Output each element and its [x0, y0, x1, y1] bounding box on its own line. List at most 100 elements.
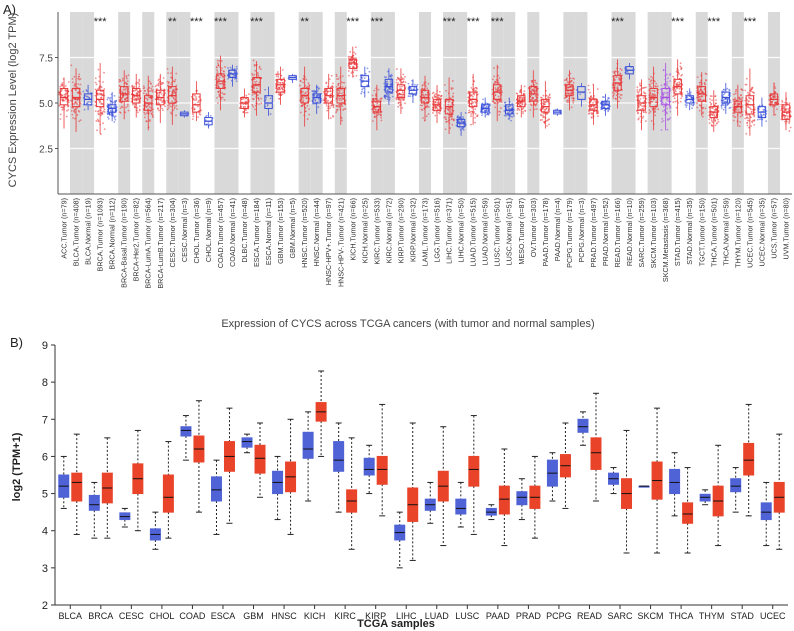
panel-a-box-15	[238, 88, 250, 118]
panel-a-point	[94, 94, 97, 97]
panel-a-point	[665, 82, 668, 85]
panel-a-point	[529, 108, 532, 111]
panel-a-y-tick-label: 2.5	[39, 145, 53, 156]
panel-b-x-tick-label: PAAD	[486, 611, 510, 621]
panel-a-point	[772, 96, 774, 99]
panel-a-point	[337, 83, 340, 85]
panel-a-point	[106, 98, 109, 101]
panel-a-x-tick-label: KICH.Normal (n=25)	[360, 198, 369, 263]
panel-a-point	[530, 91, 533, 94]
panel-b-box	[71, 472, 83, 502]
panel-a-point	[686, 96, 689, 99]
panel-a-point	[774, 91, 777, 94]
panel-a-point	[661, 117, 664, 120]
panel-a-point	[444, 128, 447, 131]
panel-b-box-PRAD-0	[516, 478, 528, 521]
panel-a-point	[493, 67, 495, 69]
panel-a-point	[269, 97, 272, 100]
panel-a-point	[737, 104, 740, 107]
panel-a-point	[58, 105, 61, 107]
panel-a-point	[253, 77, 255, 80]
panel-b-x-tick-label: KIRC	[334, 611, 356, 621]
panel-a-point	[366, 67, 369, 70]
panel-a-point	[711, 99, 713, 102]
panel-a-point	[714, 95, 717, 97]
panel-a-point	[251, 74, 254, 77]
panel-a-point	[642, 91, 645, 93]
panel-a-point	[166, 99, 169, 102]
panel-a-point	[660, 84, 663, 87]
panel-a-point	[636, 86, 639, 89]
panel-a-point	[380, 114, 382, 116]
panel-a-point	[126, 80, 129, 83]
panel-a-point	[784, 107, 787, 110]
panel-a-point	[704, 83, 707, 86]
panel-a-point	[152, 108, 154, 111]
panel-a-point	[702, 99, 705, 101]
panel-a-point	[60, 88, 63, 91]
panel-a-point	[655, 82, 658, 85]
panel-a-point	[746, 122, 749, 124]
panel-a-point	[650, 120, 653, 122]
panel-a-caption: Expression of CYCS across TCGA cancers (…	[221, 318, 594, 330]
panel-a-point	[788, 119, 791, 122]
panel-a-point	[118, 96, 121, 99]
panel-a-point	[679, 65, 682, 68]
panel-a-point	[691, 107, 694, 110]
panel-a-point	[253, 63, 256, 66]
panel-a-point	[138, 83, 141, 86]
panel-a-point	[468, 109, 471, 112]
panel-a-point	[86, 95, 89, 98]
panel-b-box-THYM-1	[712, 444, 724, 547]
panel-b-box-KIRC-0	[333, 422, 345, 513]
panel-a-point	[680, 97, 683, 100]
panel-a-point	[78, 75, 80, 78]
panel-a-point	[72, 106, 75, 109]
panel-a-point	[148, 90, 151, 93]
panel-a-point	[98, 80, 101, 83]
panel-a-point	[662, 110, 664, 113]
panel-a-point	[750, 88, 753, 91]
panel-b-x-tick-label: KICH	[304, 611, 326, 621]
panel-a-point	[100, 111, 103, 114]
panel-a-point	[548, 94, 551, 97]
panel-a-point	[720, 104, 723, 107]
panel-a-point	[114, 118, 117, 121]
panel-b-box-SKCM-0	[638, 485, 650, 488]
panel-a-point	[390, 88, 393, 91]
panel-b-box-KIRP-1	[376, 403, 388, 517]
panel-b-box	[363, 457, 375, 476]
panel-a-point	[205, 114, 208, 117]
panel-a-point	[544, 103, 546, 106]
panel-b-box-KIRC-1	[346, 437, 358, 550]
panel-a-point	[684, 104, 687, 106]
panel-a-point	[589, 91, 591, 94]
panel-a-point	[714, 118, 716, 121]
panel-a-point	[485, 105, 488, 108]
panel-a-point	[338, 106, 341, 109]
panel-a-point	[402, 93, 405, 96]
panel-a-point	[167, 72, 169, 74]
panel-a-point	[570, 106, 573, 109]
panel-a-point	[713, 115, 716, 118]
panel-a-point	[259, 68, 262, 70]
panel-a-point	[221, 92, 223, 94]
panel-a-point	[125, 76, 128, 79]
panel-a-point	[540, 96, 543, 99]
panel-a-point	[398, 77, 401, 80]
panel-a-point	[665, 98, 668, 101]
panel-a-point	[511, 102, 514, 105]
panel-a-point	[83, 108, 86, 111]
panel-b-box	[302, 431, 314, 459]
panel-a-point	[747, 106, 749, 108]
panel-a-point	[151, 114, 154, 116]
panel-a-point	[146, 98, 149, 101]
panel-a-point	[61, 94, 64, 97]
panel-a-point	[360, 90, 363, 93]
panel-a-point	[145, 120, 148, 123]
panel-a-point	[572, 101, 575, 104]
panel-b-box	[455, 498, 467, 515]
panel-a-point	[774, 87, 777, 90]
panel-a-point	[107, 116, 109, 119]
panel-a-point	[385, 92, 388, 95]
